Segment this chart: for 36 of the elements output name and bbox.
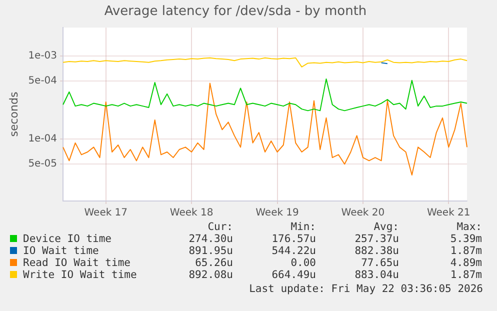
text: Avg: — [372, 221, 399, 233]
y-axis-title: seconds — [7, 92, 20, 137]
y-tick-label: 5e-04 — [28, 76, 58, 87]
x-tick-label: Week 17 — [84, 208, 128, 219]
text: 0.00 — [290, 257, 316, 269]
text: 544.22u — [270, 245, 316, 257]
x-tick-label: Week 20 — [341, 208, 385, 219]
text: 176.57u — [270, 233, 316, 245]
text: 1.87m — [449, 269, 482, 281]
text: 4.89m — [449, 257, 482, 269]
text: 274.30u — [188, 233, 233, 245]
text: Max: — [456, 221, 482, 233]
legend-label: IO Wait time — [22, 245, 100, 257]
text: 892.08u — [188, 269, 233, 281]
text: 891.95u — [188, 245, 233, 257]
text: 77.65u — [360, 257, 399, 269]
text: 5.39m — [449, 233, 482, 245]
text: Min: — [290, 221, 316, 233]
x-tick-label: Week 21 — [426, 208, 470, 219]
text: Cur: — [206, 221, 233, 233]
text: 883.04u — [354, 269, 399, 281]
text: Last update: Fri May 22 03:36:05 2026 — [249, 283, 483, 295]
y-tick-label: 1e-04 — [28, 134, 58, 145]
y-tick-label: 5e-05 — [28, 158, 58, 170]
legend-label: Write IO Wait time — [22, 269, 138, 281]
y-tick-label: 1e-03 — [28, 50, 58, 62]
text: 882.38u — [354, 245, 399, 257]
text: 1.87m — [449, 245, 482, 257]
chart-title: Average latency for /dev/sda - by month — [104, 4, 367, 20]
x-tick-label: Week 18 — [170, 208, 214, 219]
text: 257.37u — [354, 233, 399, 245]
legend-label: Device IO time — [22, 233, 113, 245]
text: 65.26u — [194, 257, 233, 269]
x-tick-label: Week 19 — [256, 208, 299, 219]
text: 664.49u — [270, 269, 316, 281]
legend-label: Read IO Wait time — [22, 257, 132, 269]
